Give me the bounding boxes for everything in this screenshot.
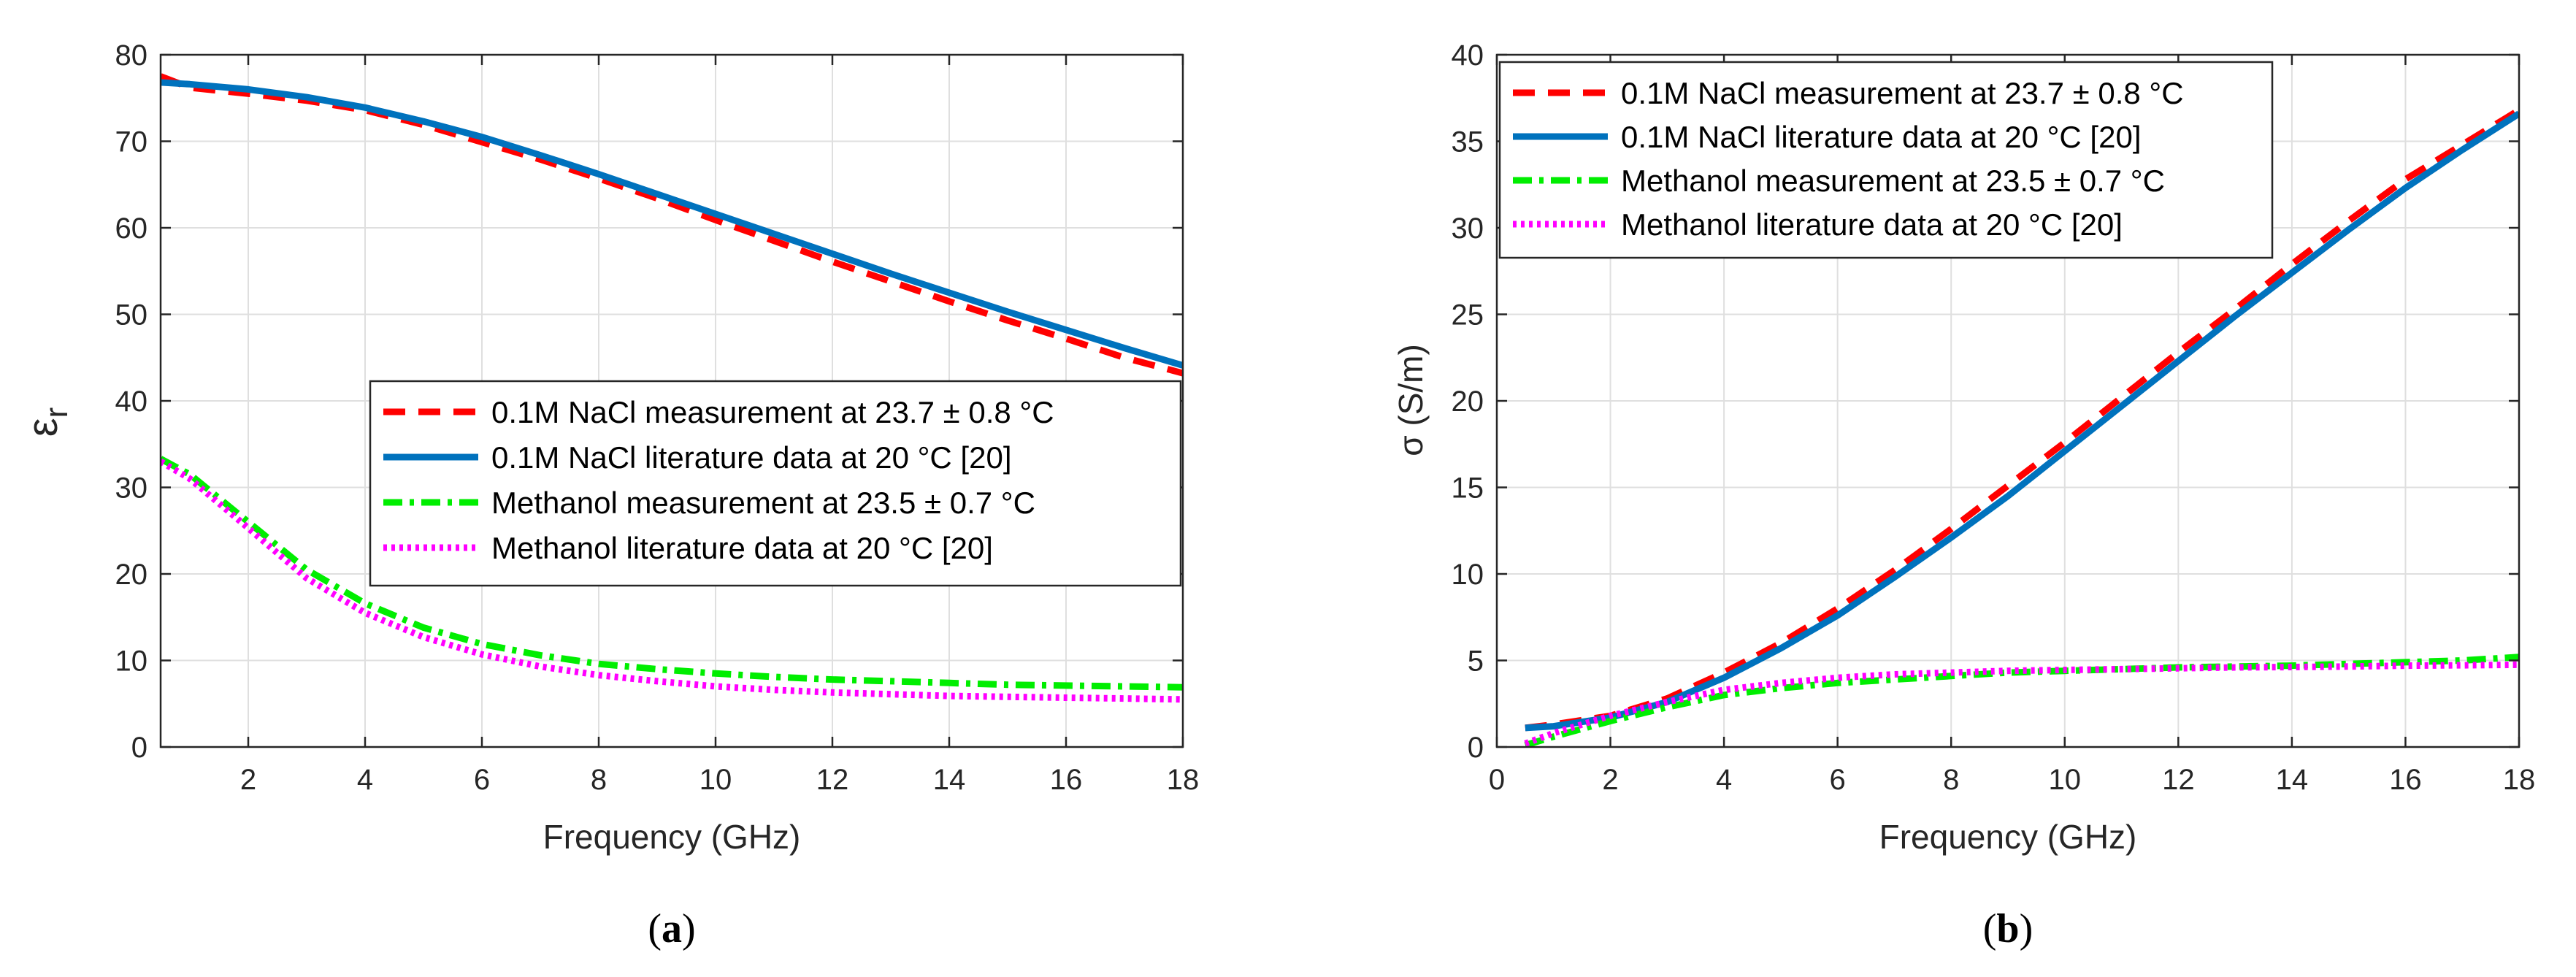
x-tick-label: 4 bbox=[357, 764, 373, 796]
y-tick-label: 40 bbox=[115, 386, 148, 418]
y-tick-label: 50 bbox=[115, 299, 148, 332]
x-tick-label: 2 bbox=[1602, 764, 1618, 796]
y-axis-label: εr bbox=[19, 407, 74, 437]
x-tick-label: 10 bbox=[699, 764, 732, 796]
x-tick-label: 8 bbox=[591, 764, 607, 796]
x-tick-label: 14 bbox=[2276, 764, 2309, 796]
y-tick-label: 70 bbox=[115, 126, 148, 158]
y-tick-label: 5 bbox=[1468, 645, 1484, 678]
legend-label-4: Methanol literature data at 20 °C [20] bbox=[1621, 207, 2123, 242]
x-tick-label: 6 bbox=[1830, 764, 1846, 796]
series-line-3 bbox=[161, 456, 1183, 691]
x-tick-label: 18 bbox=[1167, 764, 1200, 796]
x-tick-label: 0 bbox=[1489, 764, 1505, 796]
y-axis-symbol: ε bbox=[19, 418, 66, 437]
x-tick-label: 2 bbox=[240, 764, 256, 796]
legend-label-2: 0.1M NaCl literature data at 20 °C [20] bbox=[1621, 120, 2141, 154]
legend-box bbox=[1498, 61, 2274, 259]
y-axis-label: σ (S/m) bbox=[1392, 344, 1430, 456]
legend-label-3: Methanol measurement at 23.5 ± 0.7 °C bbox=[1621, 164, 2165, 198]
legend-label-1: 0.1M NaCl measurement at 23.7 ± 0.8 °C bbox=[1621, 76, 2184, 110]
x-tick-label: 18 bbox=[2503, 764, 2536, 796]
panel-label: (a) bbox=[648, 906, 695, 951]
y-tick-label: 15 bbox=[1452, 472, 1484, 505]
x-tick-label: 16 bbox=[2389, 764, 2422, 796]
x-tick-label: 14 bbox=[933, 764, 966, 796]
x-tick-label: 12 bbox=[816, 764, 849, 796]
y-tick-label: 40 bbox=[1452, 39, 1484, 72]
y-tick-label: 0 bbox=[131, 732, 147, 764]
x-tick-label: 6 bbox=[474, 764, 490, 796]
legend-label-1: 0.1M NaCl measurement at 23.7 ± 0.8 °C bbox=[491, 395, 1054, 429]
y-tick-label: 30 bbox=[115, 472, 148, 505]
y-tick-label: 60 bbox=[115, 212, 148, 245]
y-tick-label: 10 bbox=[115, 645, 148, 678]
chart-panel-b: 0 2 4 6 8 10 12 14 16 18 0 5 10 15 20 25 30 35 40 Frequency… bbox=[1392, 39, 2535, 951]
legend-box bbox=[369, 380, 1182, 587]
x-tick-label: 12 bbox=[2162, 764, 2195, 796]
legend-label-4: Methanol literature data at 20 °C [20] bbox=[491, 531, 993, 565]
y-tick-label: 20 bbox=[115, 559, 148, 591]
chart-panel-a: 2 4 6 8 10 12 14 16 18 0 10 20 30 40 50 60 70 80 Frequency… bbox=[19, 39, 1199, 951]
x-tick-label: 16 bbox=[1050, 764, 1083, 796]
y-tick-label: 20 bbox=[1452, 386, 1484, 418]
x-tick-label: 4 bbox=[1716, 764, 1732, 796]
y-tick-label: 35 bbox=[1452, 126, 1484, 158]
x-axis-label: Frequency (GHz) bbox=[1879, 818, 2137, 856]
y-tick-label: 30 bbox=[1452, 212, 1484, 245]
series-line-4 bbox=[161, 459, 1183, 703]
y-tick-label: 0 bbox=[1468, 732, 1484, 764]
x-tick-label: 10 bbox=[2049, 764, 2082, 796]
y-axis-subscript: r bbox=[39, 407, 74, 418]
legend-label-2: 0.1M NaCl literature data at 20 °C [20] bbox=[491, 440, 1011, 475]
legend-label-3: Methanol measurement at 23.5 ± 0.7 °C bbox=[491, 486, 1035, 520]
series-line-2 bbox=[161, 79, 1183, 369]
series-line-4 bbox=[1524, 661, 2519, 747]
y-tick-label: 10 bbox=[1452, 559, 1484, 591]
x-tick-label: 8 bbox=[1943, 764, 1959, 796]
series-line-1 bbox=[161, 73, 1183, 377]
panel-label: (b) bbox=[1983, 906, 2033, 951]
y-tick-label: 80 bbox=[115, 39, 148, 72]
y-tick-label: 25 bbox=[1452, 299, 1484, 332]
x-axis-label: Frequency (GHz) bbox=[543, 818, 801, 856]
